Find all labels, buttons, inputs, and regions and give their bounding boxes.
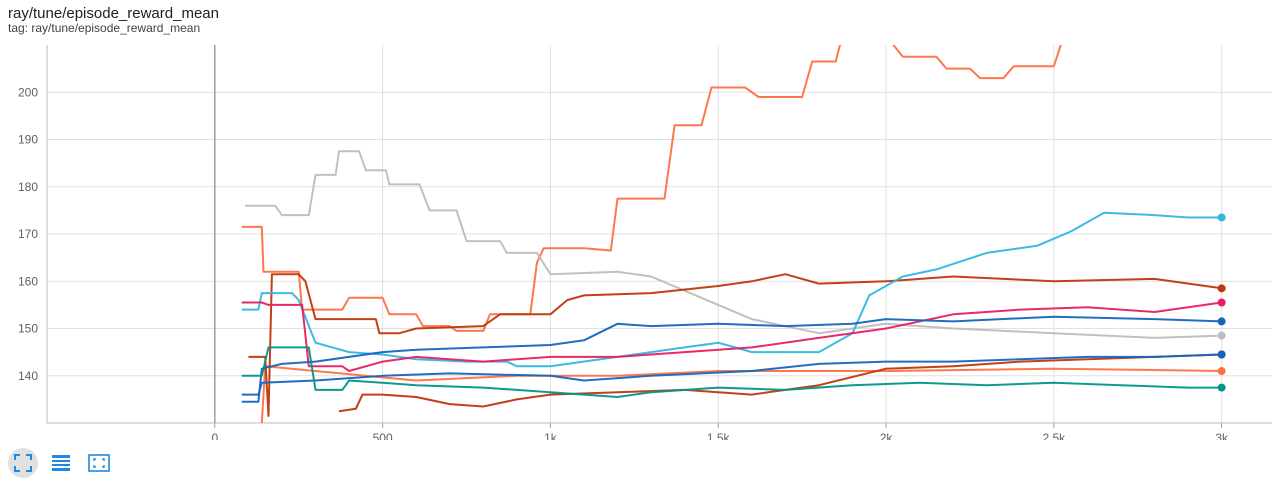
y-tick-label: 200 xyxy=(18,85,38,99)
y-tick-label: 150 xyxy=(18,322,38,336)
series-end-marker-8 xyxy=(1217,317,1226,326)
x-axis-ticks: 0 500 1k 1.5k 2k 2.5k 3k xyxy=(211,423,1229,440)
fit-to-data-icon xyxy=(14,454,32,472)
axes xyxy=(46,45,1272,424)
x-tick-label: 1k xyxy=(544,431,558,440)
series-end-marker-6 xyxy=(1217,213,1226,222)
x-tick-label: 2k xyxy=(880,431,894,440)
series-end-marker-10 xyxy=(1217,383,1226,392)
series-end-marker-7 xyxy=(1217,298,1226,307)
x-tick-label: 0 xyxy=(211,431,218,440)
grid-lines xyxy=(47,45,1272,423)
series-line-4 xyxy=(248,273,1222,417)
series-end-marker-4 xyxy=(1217,284,1226,293)
line-chart[interactable]: 0 500 1k 1.5k 2k 2.5k 3k 140 150 160 170 180 190 200 xyxy=(0,0,1272,440)
expand-icon xyxy=(88,454,110,472)
chart-title: ray/tune/episode_reward_mean xyxy=(8,5,219,22)
y-tick-label: 140 xyxy=(18,369,38,383)
series-line-7 xyxy=(241,301,1222,372)
series-line-8 xyxy=(241,315,1222,403)
series-line-2 xyxy=(241,45,1062,332)
chart-tag-subtitle: tag: ray/tune/episode_reward_mean xyxy=(8,21,201,35)
x-tick-label: 1.5k xyxy=(707,431,731,440)
y-axis-ticks: 140 150 160 170 180 190 200 xyxy=(18,85,38,383)
series-line-6 xyxy=(241,211,1222,368)
x-tick-label: 500 xyxy=(373,431,393,440)
y-tick-label: 180 xyxy=(18,180,38,194)
x-tick-label: 3k xyxy=(1215,431,1229,440)
y-tick-label: 170 xyxy=(18,227,38,241)
series-line-9 xyxy=(241,353,1222,396)
expand-button[interactable] xyxy=(84,448,114,478)
series-end-markers xyxy=(1217,213,1226,392)
series-lines xyxy=(241,45,1222,423)
log-scale-toggle-button[interactable] xyxy=(46,448,76,478)
x-tick-label: 2.5k xyxy=(1043,431,1067,440)
series-line-5 xyxy=(338,353,1222,413)
series-end-marker-1 xyxy=(1217,367,1226,376)
series-end-marker-9 xyxy=(1217,350,1226,359)
series-end-marker-3 xyxy=(1217,331,1226,340)
y-tick-label: 190 xyxy=(18,133,38,147)
fit-to-data-button[interactable] xyxy=(8,448,38,478)
chart-toolbar xyxy=(8,448,114,478)
log-scale-toggle-icon xyxy=(52,455,70,471)
series-line-3 xyxy=(245,150,1222,339)
y-tick-label: 160 xyxy=(18,274,38,288)
series-line-10 xyxy=(241,346,1222,398)
